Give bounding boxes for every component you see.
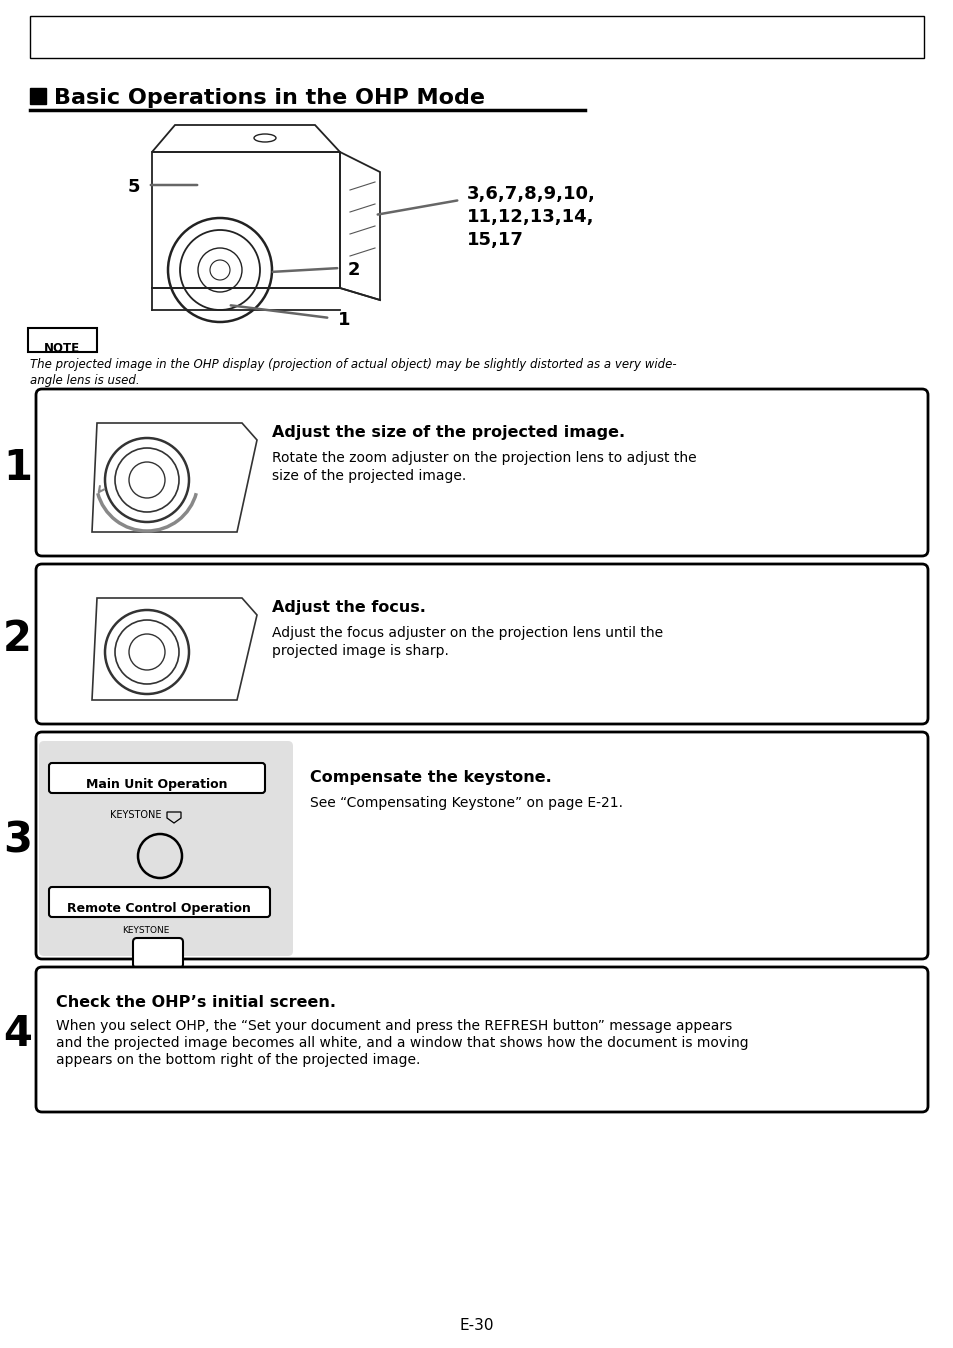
Text: See “Compensating Keystone” on page E-21.: See “Compensating Keystone” on page E-21…: [310, 797, 622, 810]
FancyBboxPatch shape: [28, 328, 97, 352]
Text: Rotate the zoom adjuster on the projection lens to adjust the: Rotate the zoom adjuster on the projecti…: [272, 452, 696, 465]
FancyBboxPatch shape: [49, 887, 270, 917]
Text: 1: 1: [3, 446, 32, 488]
Text: Adjust the size of the projected image.: Adjust the size of the projected image.: [272, 425, 624, 439]
Text: Adjust the focus adjuster on the projection lens until the: Adjust the focus adjuster on the project…: [272, 625, 662, 640]
Text: Basic Operations in the OHP Mode: Basic Operations in the OHP Mode: [54, 88, 484, 108]
Text: 4: 4: [3, 1014, 32, 1055]
Bar: [30, 88, 46, 104]
FancyBboxPatch shape: [36, 390, 927, 555]
FancyBboxPatch shape: [49, 763, 265, 793]
Text: 15,17: 15,17: [467, 231, 523, 249]
Text: Compensate the keystone.: Compensate the keystone.: [310, 770, 551, 785]
Text: appears on the bottom right of the projected image.: appears on the bottom right of the proje…: [56, 1053, 420, 1068]
Text: 3: 3: [3, 820, 32, 861]
Text: KEYSTONE: KEYSTONE: [122, 926, 170, 936]
Text: size of the projected image.: size of the projected image.: [272, 469, 466, 483]
Text: KEYSTONE: KEYSTONE: [110, 810, 161, 820]
FancyBboxPatch shape: [132, 938, 183, 968]
Text: E-30: E-30: [459, 1318, 494, 1333]
Text: 5: 5: [128, 178, 140, 195]
FancyBboxPatch shape: [30, 16, 923, 58]
FancyBboxPatch shape: [36, 967, 927, 1112]
Text: and the projected image becomes all white, and a window that shows how the docum: and the projected image becomes all whit…: [56, 1037, 748, 1050]
Text: angle lens is used.: angle lens is used.: [30, 373, 139, 387]
Text: Check the OHP’s initial screen.: Check the OHP’s initial screen.: [56, 995, 335, 1010]
Text: Remote Control Operation: Remote Control Operation: [67, 902, 251, 915]
Text: projected image is sharp.: projected image is sharp.: [272, 644, 449, 658]
FancyBboxPatch shape: [39, 741, 293, 956]
Text: 1: 1: [337, 311, 350, 329]
Text: 11,12,13,14,: 11,12,13,14,: [467, 208, 594, 226]
FancyBboxPatch shape: [36, 563, 927, 724]
Text: The projected image in the OHP display (projection of actual object) may be slig: The projected image in the OHP display (…: [30, 359, 676, 371]
Text: Adjust the focus.: Adjust the focus.: [272, 600, 425, 615]
Text: Main Unit Operation: Main Unit Operation: [86, 778, 228, 791]
Text: NOTE: NOTE: [44, 342, 80, 355]
Text: 2: 2: [3, 617, 32, 661]
Text: When you select OHP, the “Set your document and press the REFRESH button” messag: When you select OHP, the “Set your docum…: [56, 1019, 732, 1033]
Text: 3,6,7,8,9,10,: 3,6,7,8,9,10,: [467, 185, 596, 204]
FancyBboxPatch shape: [36, 732, 927, 958]
Text: 2: 2: [348, 262, 360, 279]
